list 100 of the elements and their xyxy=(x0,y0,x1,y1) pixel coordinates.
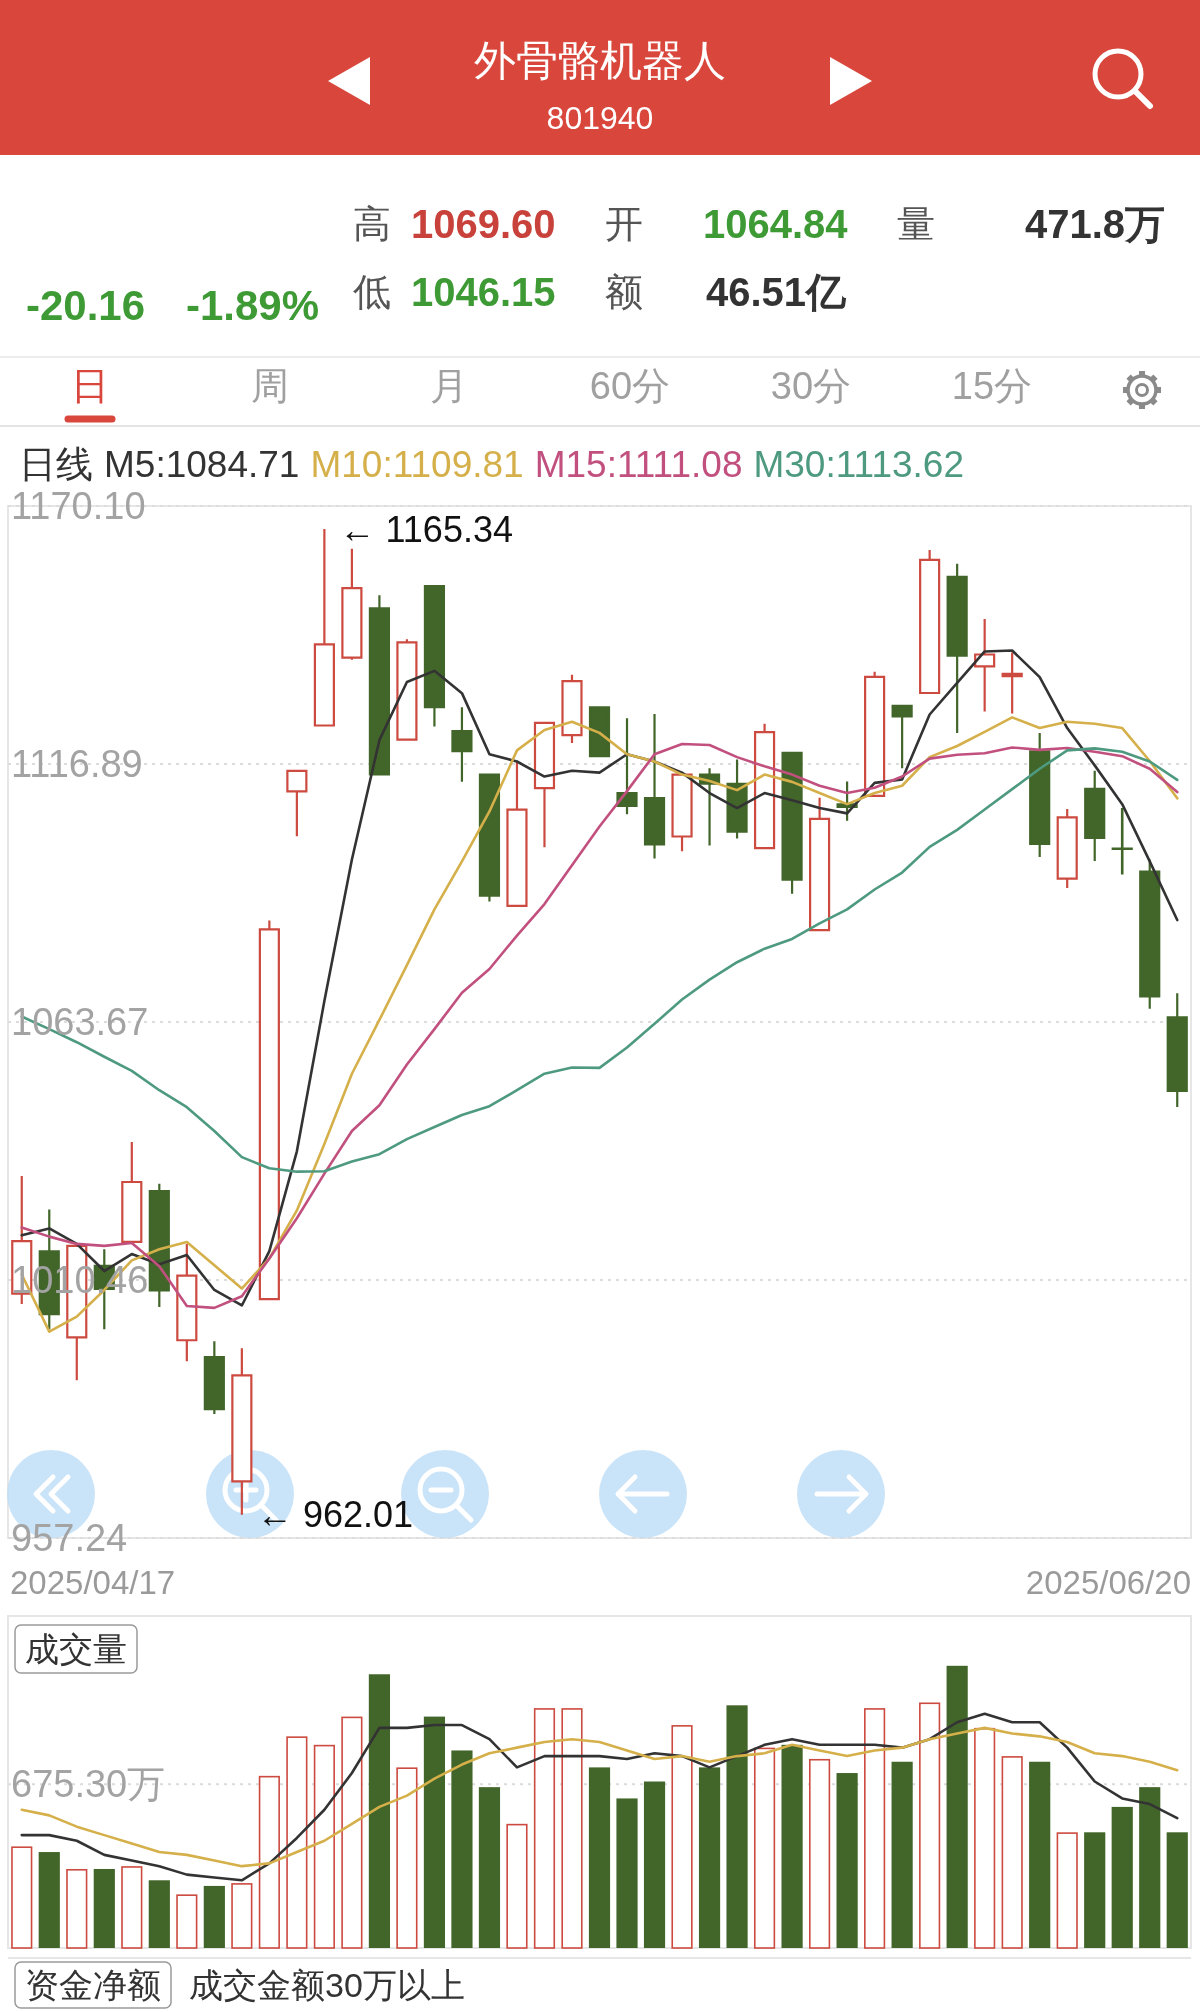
text: 低 xyxy=(353,271,391,313)
text: 高 xyxy=(353,203,391,245)
bar xyxy=(588,1767,611,1948)
text: M10:1109.81 xyxy=(310,443,524,485)
y-tick-label: 957.24 xyxy=(11,1517,128,1559)
text: 月 xyxy=(430,365,468,407)
candlestick xyxy=(176,1242,198,1363)
text: 外骨骼机器人 xyxy=(474,36,726,84)
bar xyxy=(1111,1806,1133,1948)
text: 周 xyxy=(251,365,289,407)
candlestick xyxy=(588,706,611,758)
candlestick xyxy=(1056,807,1078,890)
text: 1064.84 xyxy=(703,202,849,246)
text: -20.16 xyxy=(26,281,146,329)
bar xyxy=(864,1708,886,1949)
annotation: ← 1165.34 xyxy=(339,508,513,550)
candlestick xyxy=(1139,858,1161,1010)
chart-title: 成交量 xyxy=(25,1630,127,1668)
bar xyxy=(809,1758,831,1949)
text: M5:1084.71 xyxy=(104,443,300,485)
text: 量 xyxy=(897,203,935,245)
text: 46.51亿 xyxy=(706,270,848,314)
ref-line-label: 675.30万 xyxy=(11,1763,166,1806)
y-tick-label: 1170.10 xyxy=(11,485,146,527)
text: -1.89% xyxy=(186,281,320,329)
text: 2025/04/17 xyxy=(10,1563,176,1601)
bar xyxy=(891,1761,913,1948)
bar xyxy=(286,1736,308,1949)
candlestick xyxy=(891,704,913,770)
text: 60分 xyxy=(589,365,671,407)
bar xyxy=(396,1767,418,1949)
bar xyxy=(1084,1832,1106,1948)
y-tick-label: 1116.89 xyxy=(11,742,143,785)
bar xyxy=(781,1744,803,1948)
candlestick xyxy=(946,562,968,734)
candlestick xyxy=(258,919,280,1301)
candlestick xyxy=(1084,769,1106,862)
bar xyxy=(1029,1761,1051,1948)
bar xyxy=(671,1725,693,1949)
candlestick xyxy=(231,1347,253,1516)
bar xyxy=(726,1705,748,1948)
bar xyxy=(423,1716,446,1948)
bar xyxy=(506,1823,528,1949)
bar xyxy=(203,1885,225,1948)
bar xyxy=(121,1866,143,1949)
candlestick xyxy=(478,773,501,903)
bar xyxy=(836,1773,858,1948)
candlestick xyxy=(781,751,803,895)
text: 开 xyxy=(605,203,643,245)
text: 日 xyxy=(71,365,109,407)
bar xyxy=(946,1665,968,1948)
candlestick xyxy=(919,549,941,695)
bar xyxy=(643,1781,666,1948)
candlestick xyxy=(121,1140,143,1243)
candlestick xyxy=(286,769,308,838)
bar xyxy=(11,1846,33,1949)
bar xyxy=(313,1744,335,1949)
bar xyxy=(478,1787,501,1948)
bar xyxy=(616,1798,638,1948)
candlestick xyxy=(753,722,776,850)
candlestick xyxy=(864,670,886,797)
candlestick xyxy=(341,547,363,659)
text: 成交金额30万以上 xyxy=(189,1966,465,2004)
text: 30分 xyxy=(770,365,852,407)
annotation: ← 962.01 xyxy=(256,1494,414,1536)
bar xyxy=(1139,1787,1161,1948)
bar xyxy=(341,1716,363,1949)
candlestick xyxy=(533,721,556,849)
bar xyxy=(38,1852,60,1948)
bar xyxy=(451,1750,473,1948)
text: 2025/06/20 xyxy=(1025,1563,1191,1601)
candlestick xyxy=(1166,992,1188,1109)
candlestick xyxy=(561,673,583,745)
candlestick xyxy=(368,594,390,776)
bar xyxy=(368,1674,390,1948)
text: 额 xyxy=(605,271,643,313)
candlestick xyxy=(451,706,473,783)
legend-title: 日线 xyxy=(19,443,93,485)
bar xyxy=(148,1880,170,1948)
candlestick xyxy=(643,712,666,860)
text: 资金净额 xyxy=(25,1966,161,2004)
bar xyxy=(753,1747,776,1949)
candlestick xyxy=(313,527,335,727)
candlestick xyxy=(423,585,446,728)
bar xyxy=(533,1708,556,1949)
text: 15分 xyxy=(951,365,1033,407)
text: M15:1111.08 xyxy=(534,443,743,485)
candlestick xyxy=(974,617,996,713)
candlestick xyxy=(671,773,693,853)
candlestick xyxy=(1001,651,1023,715)
candlestick xyxy=(1029,731,1051,859)
bar xyxy=(1056,1832,1078,1949)
candlestick xyxy=(148,1182,170,1309)
bar xyxy=(919,1702,941,1949)
bar xyxy=(1166,1832,1188,1948)
candlestick xyxy=(203,1340,225,1416)
bar xyxy=(176,1894,198,1949)
bar xyxy=(1001,1756,1023,1949)
text: 801940 xyxy=(546,100,654,136)
bar xyxy=(698,1767,721,1948)
